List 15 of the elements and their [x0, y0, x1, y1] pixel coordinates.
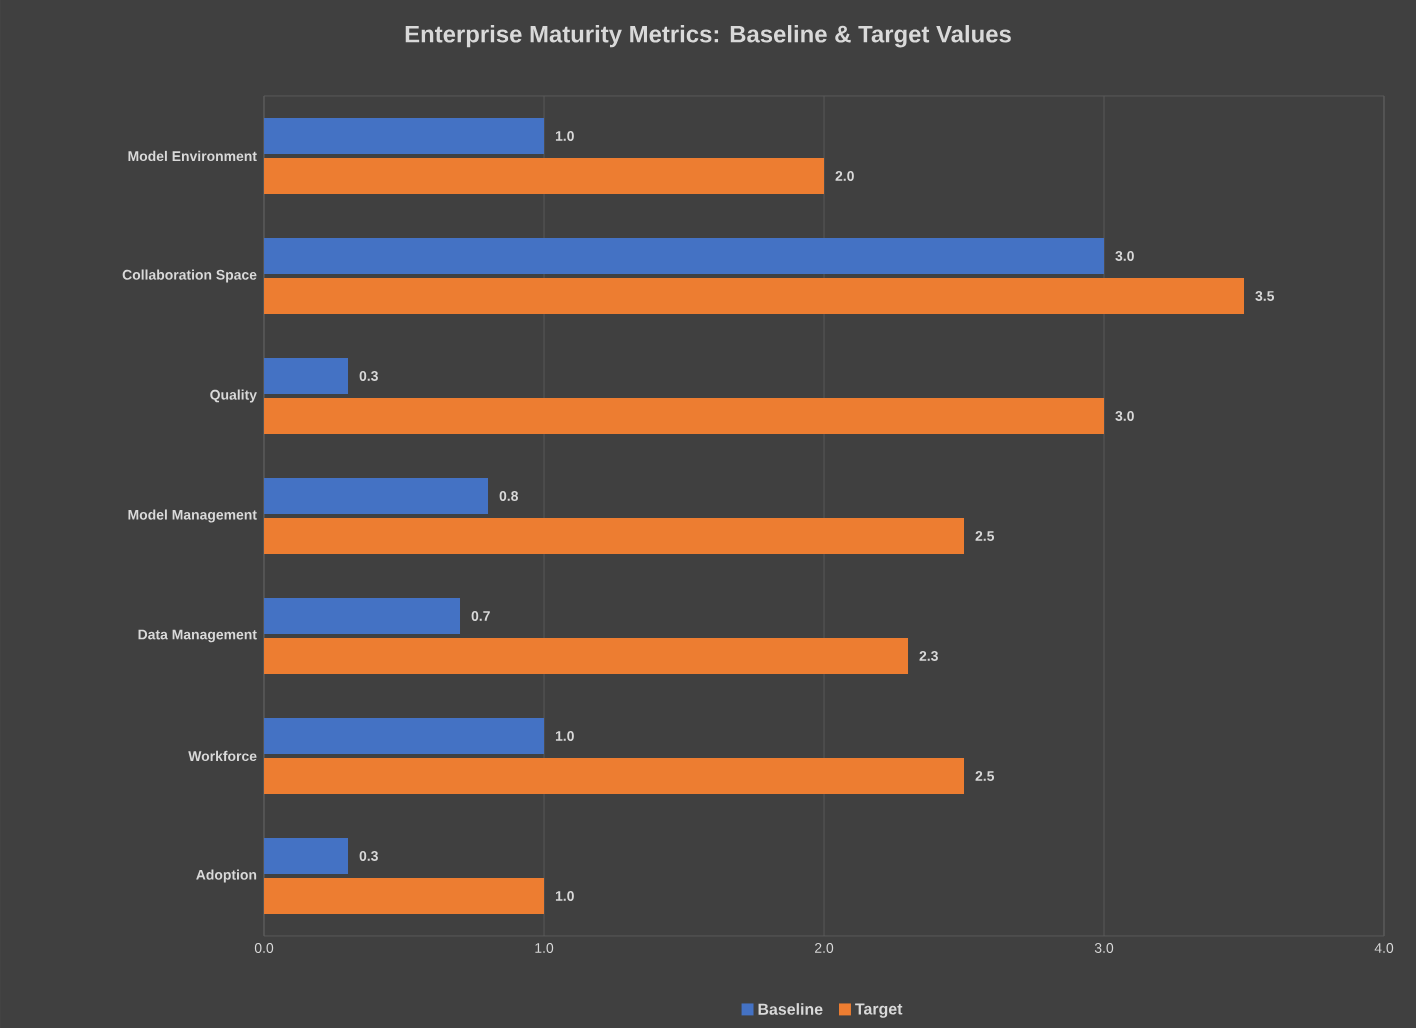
bar: [264, 757, 965, 794]
bar: [264, 397, 1105, 434]
bar: [264, 517, 965, 554]
bar: [264, 277, 1245, 314]
chart-title: Enterprise Maturity Metrics: Baseline & Target Values: [405, 25, 1011, 48]
bar: [264, 637, 909, 674]
bar: [264, 477, 489, 514]
bar: [264, 237, 1105, 274]
bar: [264, 357, 349, 394]
bar: [264, 877, 545, 914]
bar: [264, 837, 349, 874]
bar: [264, 117, 545, 154]
bar: [264, 157, 825, 194]
bar: [264, 717, 545, 754]
bar: [264, 597, 461, 634]
